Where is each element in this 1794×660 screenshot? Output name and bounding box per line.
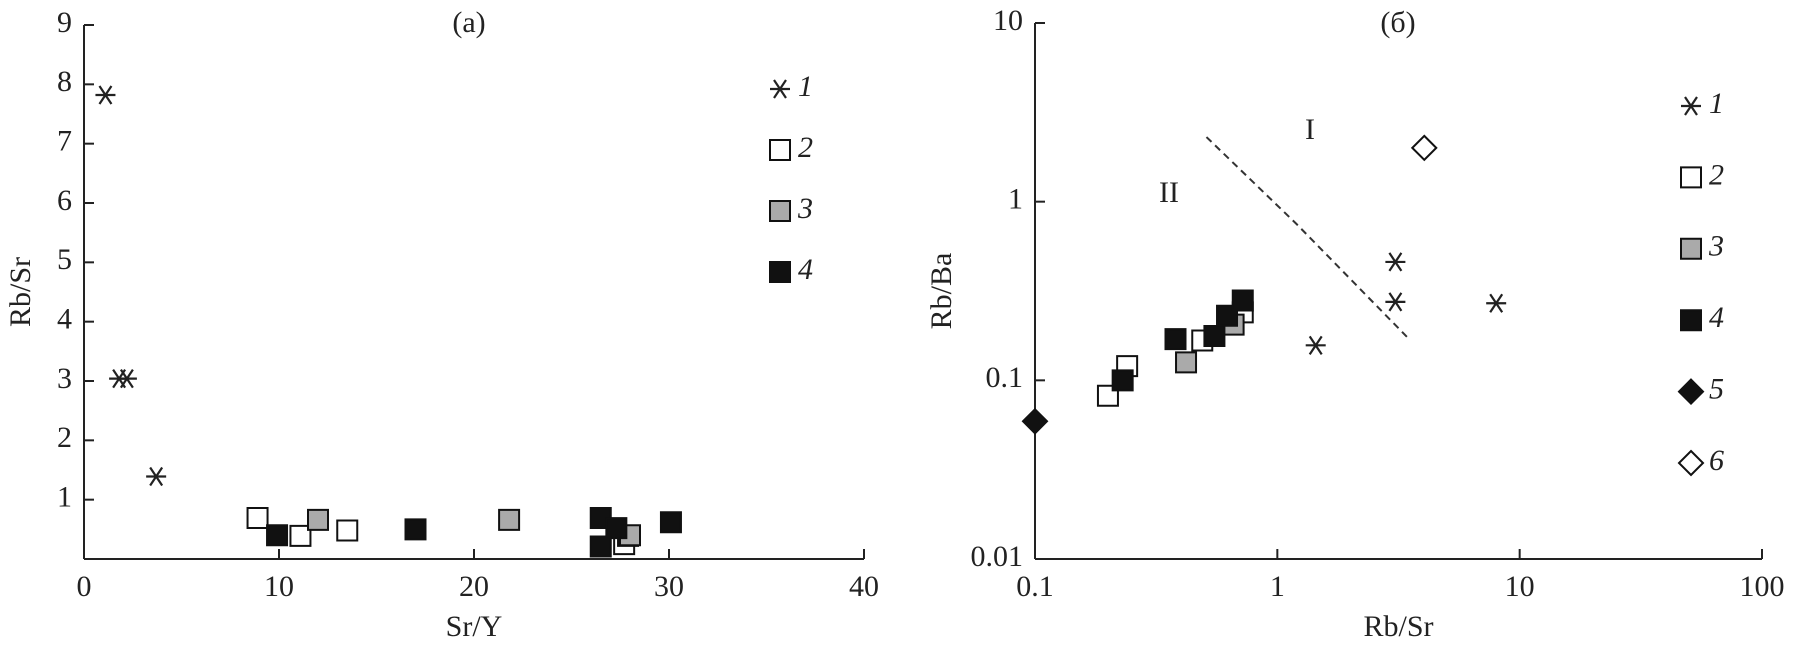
x-axis-label: Sr/Y (446, 610, 503, 643)
x-tick-label: 100 (1740, 570, 1785, 603)
legend-label: 4 (798, 253, 813, 286)
x-tick-label: 0 (77, 570, 92, 603)
point (1486, 293, 1507, 313)
x-tick-label: 1 (1270, 570, 1285, 603)
y-tick-label: 6 (57, 184, 72, 217)
region-label: II (1159, 176, 1179, 209)
y-tick-label: 2 (57, 421, 72, 454)
point (1111, 369, 1134, 392)
y-axis-label: Rb/Sr (4, 257, 37, 327)
point (659, 511, 682, 534)
y-tick-label: 0.1 (986, 361, 1024, 394)
point (1203, 325, 1226, 348)
legend-label: 5 (1709, 372, 1724, 405)
legend-label: 3 (1708, 230, 1724, 263)
x-tick-label: 0.1 (1016, 570, 1054, 603)
point (266, 524, 289, 547)
point (498, 508, 521, 531)
legend-marker (1680, 237, 1702, 260)
legend-marker (770, 79, 790, 99)
point (307, 508, 329, 531)
y-tick-label: 4 (57, 303, 72, 336)
x-tick-label: 10 (1505, 570, 1535, 603)
legend-label: 3 (797, 192, 813, 225)
y-tick-label: 10 (993, 4, 1023, 37)
legend-marker (1681, 96, 1701, 116)
region-label: I (1305, 113, 1315, 146)
legend-marker (1680, 166, 1702, 189)
point (1385, 252, 1406, 272)
point (1175, 351, 1198, 374)
legend-marker (769, 261, 791, 283)
point (404, 518, 427, 541)
point (1385, 292, 1406, 312)
y-tick-label: 9 (57, 6, 72, 39)
legend-label: 2 (1709, 158, 1724, 191)
legend-label: 4 (1709, 301, 1724, 334)
point (1231, 289, 1254, 312)
x-tick-label: 20 (459, 570, 489, 603)
legend-label: 6 (1709, 444, 1724, 477)
x-axis-label: Rb/Sr (1363, 610, 1433, 643)
y-tick-label: 3 (57, 362, 72, 395)
legend-label: 1 (1709, 87, 1724, 120)
chart-title: (a) (452, 6, 485, 39)
y-tick-label: 8 (57, 65, 72, 98)
y-tick-label: 5 (57, 243, 72, 276)
y-axis-label: Rb/Ba (925, 253, 958, 330)
point (336, 519, 359, 542)
point (1164, 328, 1187, 351)
legend-label: 2 (798, 131, 813, 164)
point (1021, 407, 1049, 435)
legend-marker (769, 139, 791, 161)
point (1410, 134, 1438, 162)
point (1305, 335, 1326, 355)
legend-marker (1677, 449, 1705, 477)
legend-marker (1677, 378, 1705, 406)
y-tick-label: 7 (57, 125, 72, 158)
x-tick-label: 40 (849, 570, 879, 603)
x-tick-label: 30 (654, 570, 684, 603)
y-tick-label: 1 (1008, 183, 1023, 216)
legend-marker (769, 200, 791, 222)
point (589, 535, 612, 558)
point (605, 517, 628, 540)
x-tick-label: 10 (264, 570, 294, 603)
point (246, 507, 269, 530)
legend-marker (1680, 309, 1702, 332)
point (146, 466, 167, 487)
chart-title: (б) (1380, 6, 1415, 39)
y-tick-label: 0.01 (971, 540, 1024, 573)
y-tick-label: 1 (57, 481, 72, 514)
legend-label: 1 (798, 70, 813, 103)
point (289, 524, 312, 547)
point (95, 85, 116, 105)
point (116, 369, 137, 389)
boundary-line (1205, 136, 1410, 340)
